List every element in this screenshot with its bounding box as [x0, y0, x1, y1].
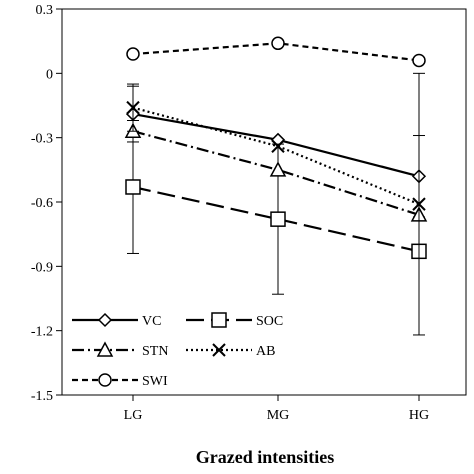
marker-triangle	[96, 341, 114, 357]
marker-x-stroke	[212, 343, 226, 357]
y-tick-label: -0.9	[31, 260, 53, 275]
y-tick-label: -0.3	[31, 132, 53, 147]
marker-square	[125, 179, 141, 195]
marker-x-stroke	[412, 197, 426, 211]
series-soc	[125, 120, 427, 295]
marker-x-stroke	[271, 139, 285, 153]
legend-item-swi: SWI	[72, 373, 168, 389]
legend-label: STN	[142, 344, 168, 359]
legend-item-soc: SOC	[186, 312, 283, 329]
marker-square	[211, 312, 227, 328]
y-tick-label: -1.5	[31, 389, 53, 404]
y-tick-label: 0.3	[36, 3, 54, 18]
legend-item-stn: STN	[72, 341, 168, 359]
series-swi	[126, 36, 426, 68]
series-ab	[126, 72, 426, 336]
legend-item-vc: VC	[72, 312, 161, 329]
x-tick-label: LG	[124, 408, 143, 423]
x-tick-label: HG	[409, 408, 429, 423]
marker-diamond	[97, 312, 113, 328]
marker-circle	[271, 36, 285, 51]
legend: VC SOC STN AB SWI	[72, 312, 283, 389]
plot-area	[61, 8, 467, 396]
y-tick-label: -1.2	[31, 325, 53, 340]
marker-circle	[412, 53, 426, 68]
y-axis-ticks: 0.3 0 -0.3 -0.6 -0.9 -1.2 -1.5	[31, 3, 62, 404]
marker-x-stroke	[126, 100, 140, 115]
marker-triangle	[269, 161, 287, 177]
legend-label: VC	[142, 314, 161, 329]
marker-circle	[126, 47, 140, 61]
marker-square	[270, 211, 286, 227]
series-line	[132, 130, 420, 216]
y-tick-label: -0.6	[31, 196, 53, 211]
legend-item-ab: AB	[186, 343, 275, 359]
series-layer	[124, 36, 428, 336]
y-tick-label: 0	[46, 67, 53, 82]
x-axis-ticks: LG MG HG	[124, 395, 429, 423]
legend-label: AB	[256, 344, 275, 359]
x-axis-title: Grazed intensities	[196, 447, 334, 467]
legend-label: SOC	[256, 314, 283, 329]
series-vc	[125, 85, 427, 218]
legend-label: SWI	[142, 374, 168, 389]
x-tick-label: MG	[267, 408, 290, 423]
marker-circle	[98, 373, 112, 387]
plot-frame	[61, 8, 467, 396]
